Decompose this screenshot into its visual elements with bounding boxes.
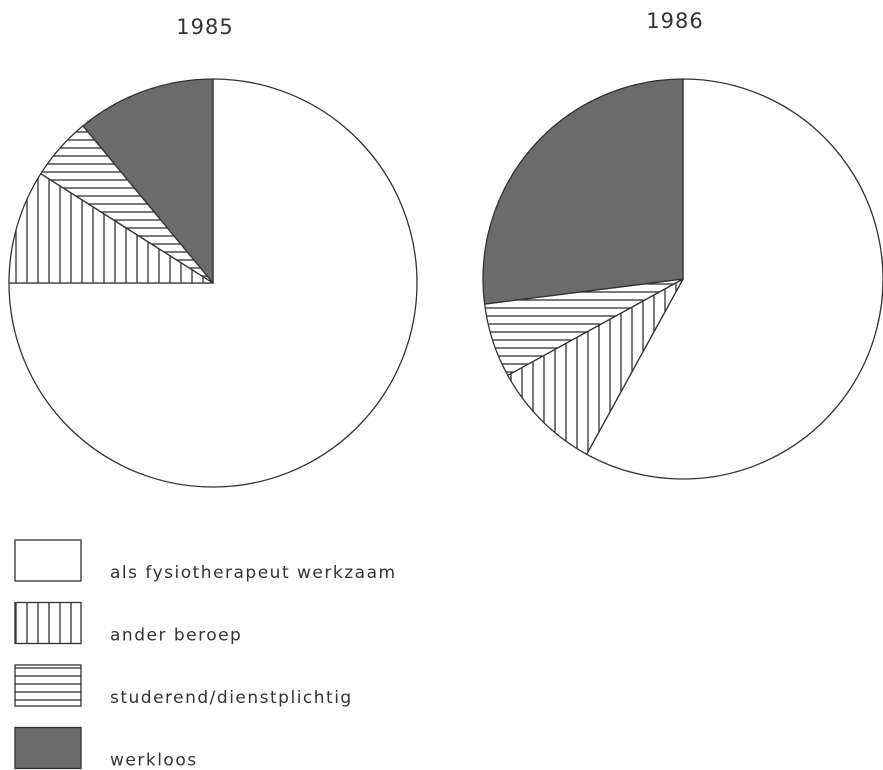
pie-slice — [482, 78, 684, 305]
pie-slice — [82, 78, 214, 284]
legend-swatch — [14, 601, 82, 645]
legend-label: werkloos — [110, 751, 198, 770]
pie-slice — [507, 278, 684, 455]
chart-title: 1986 — [646, 9, 703, 33]
legend-swatch — [14, 726, 82, 770]
pie-slice — [8, 173, 214, 284]
legend-swatch — [14, 664, 82, 707]
legend-label: als fysiotherapeut werkzaam — [110, 563, 397, 583]
legend-swatch — [14, 539, 82, 582]
pie-slice — [585, 78, 883, 480]
chart-title: 1985 — [176, 15, 233, 39]
legend-label: studerend/dienstplichtig — [110, 688, 353, 708]
legend-label: ander beroep — [110, 626, 242, 646]
